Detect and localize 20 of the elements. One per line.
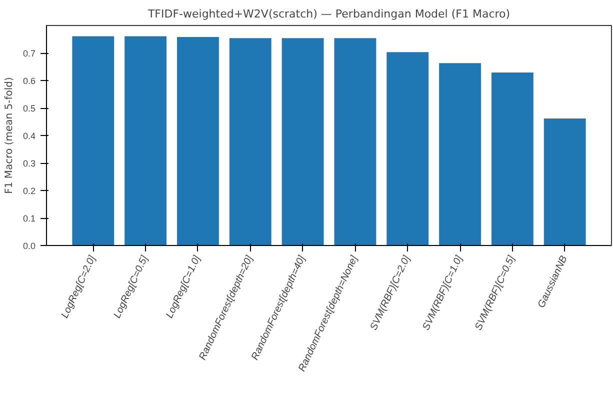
bar (544, 118, 586, 246)
y-tick-label: 0.7 (22, 48, 36, 58)
y-tick-label: 0.6 (22, 76, 36, 86)
bar (72, 36, 114, 246)
bar (334, 38, 376, 246)
bar (282, 38, 324, 246)
bar (439, 63, 481, 246)
y-tick-label: 0.5 (22, 104, 36, 114)
y-axis-title: F1 Macro (mean 5-fold) (4, 76, 15, 194)
bar (386, 52, 429, 246)
y-tick-label: 0.1 (22, 214, 36, 224)
chart-title: TFIDF-weighted+W2V(scratch) — Perbandingan Model (F1 Macro) (146, 8, 510, 20)
y-tick-label: 0.2 (22, 186, 36, 196)
bar (177, 37, 219, 246)
bar (491, 72, 534, 246)
bar (124, 36, 167, 246)
y-tick-label: 0.4 (22, 131, 36, 141)
y-tick-label: 0.3 (22, 158, 36, 168)
y-tick-label: 0.0 (22, 241, 36, 251)
bar (229, 38, 272, 246)
